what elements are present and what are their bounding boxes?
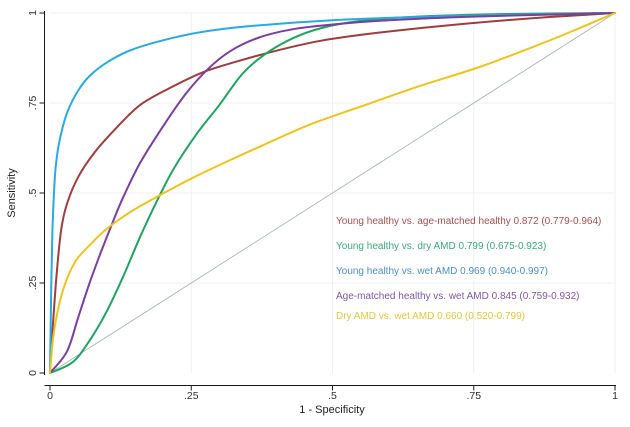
x-tick-label-.25: .25 [183, 390, 199, 402]
reference-diagonal-line [49, 12, 616, 374]
legend-item-dry-amd-vs-wet-amd: Dry AMD vs. wet AMD 0.660 (0.520-0.799) [336, 311, 525, 322]
x-tick-label-.75: .75 [466, 390, 482, 402]
x-tick-label-.5: .5 [328, 390, 337, 402]
y-tick-label-0: 0 [27, 370, 39, 376]
roc-curve-dry-amd-vs-wet-amd [49, 12, 616, 374]
x-axis-title: 1 - Specificity [299, 404, 365, 416]
y-tick-label-.25: .25 [27, 275, 39, 291]
x-tick-label-0: 0 [47, 390, 53, 402]
legend-item-young-healthy-vs-dry-amd: Young healthy vs. dry AMD 0.799 (0.675-0… [336, 241, 547, 252]
legend-item-young-healthy-vs-age-matched-healthy: Young healthy vs. age-matched healthy 0.… [336, 216, 602, 227]
legend-item-age-matched-healthy-vs-wet-amd: Age-matched healthy vs. wet AMD 0.845 (0… [336, 291, 580, 302]
x-tick-label-1: 1 [612, 390, 618, 402]
legend-item-young-healthy-vs-wet-amd: Young healthy vs. wet AMD 0.969 (0.940-0… [336, 266, 548, 277]
roc-curve-young-healthy-vs-age-matched-healthy [49, 12, 616, 374]
roc-curve-young-healthy-vs-wet-amd [49, 12, 616, 374]
y-tick-label-.75: .75 [27, 95, 39, 111]
y-tick-label-1: 1 [27, 10, 39, 16]
y-axis-title: Sensitivity [6, 168, 18, 218]
y-tick-label-.5: .5 [27, 188, 39, 198]
roc-curve-age-matched-healthy-vs-wet-amd [49, 12, 616, 374]
